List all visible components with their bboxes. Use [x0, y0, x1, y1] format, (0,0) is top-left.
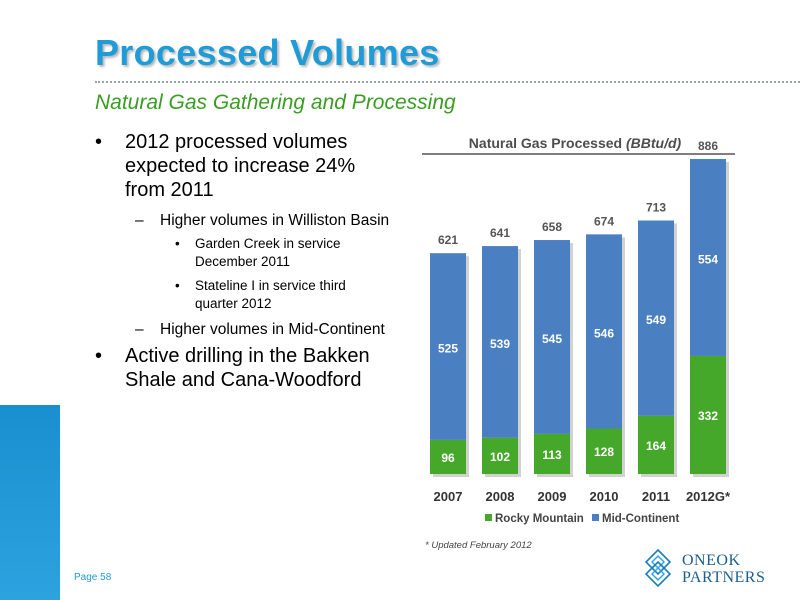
- chart-footnote: * Updated February 2012: [425, 540, 532, 551]
- data-label-rocky-mountain: 128: [594, 445, 614, 459]
- data-label-total: 621: [438, 233, 458, 247]
- page-subtitle: Natural Gas Gathering and Processing: [95, 91, 456, 114]
- chart-title: Natural Gas Processed (BBtu/d): [469, 135, 682, 151]
- data-label-mid-continent: 546: [594, 326, 614, 340]
- x-tick-label: 2007: [434, 489, 463, 504]
- bullet-text: Stateline I in service third: [195, 278, 346, 293]
- bar-mid-continent: [586, 234, 622, 429]
- data-label-mid-continent: 525: [438, 342, 458, 356]
- logo-wordmark: ONEOK PARTNERS: [682, 552, 765, 586]
- bar-rocky-mountain: [482, 437, 518, 474]
- bullet-marker: –: [135, 212, 144, 229]
- logo-line-2: PARTNERS: [682, 569, 766, 586]
- data-label-total: 713: [646, 200, 666, 214]
- data-label-total: 674: [594, 214, 614, 228]
- company-logo: ONEOK PARTNERS: [640, 548, 790, 588]
- data-label-rocky-mountain: 164: [646, 439, 666, 453]
- legend-label: Mid-Continent: [602, 513, 679, 525]
- bullet-text: from 2011: [125, 179, 214, 201]
- data-label-mid-continent: 545: [542, 332, 562, 346]
- bar-rocky-mountain: [690, 355, 726, 474]
- bullet-text: December 2011: [195, 254, 291, 269]
- bar-mid-continent: [690, 158, 726, 356]
- bullet-text: Active drilling in the Bakken: [125, 345, 370, 367]
- bullet-text: Higher volumes in Mid-Continent: [160, 321, 385, 338]
- bar-mid-continent: [534, 240, 570, 434]
- bullet-marker: •: [95, 131, 103, 153]
- bullet-text: quarter 2012: [195, 296, 272, 311]
- x-tick-label: 2011: [642, 489, 670, 504]
- data-label-mid-continent: 549: [646, 313, 666, 327]
- data-label-mid-continent: 554: [698, 252, 718, 266]
- bullet-marker: •: [175, 236, 180, 251]
- bar-mid-continent: [430, 253, 466, 440]
- stacked-bar-chart: Natural Gas Processed (BBtu/d) 96 525 621 20…: [422, 135, 735, 551]
- bar-mid-continent: [638, 220, 674, 416]
- bar-rocky-mountain: [430, 439, 466, 474]
- bar-mid-continent: [482, 246, 518, 438]
- x-tick-label: 2012G*: [686, 489, 731, 504]
- page-title: Processed Volumes: [95, 32, 440, 73]
- title-divider: [95, 81, 800, 83]
- sidebar-accent: [0, 405, 60, 600]
- legend-swatch: [592, 514, 599, 521]
- data-label-total: 658: [542, 220, 562, 234]
- data-label-rocky-mountain: 113: [542, 448, 562, 462]
- data-label-total: 886: [698, 139, 718, 153]
- x-tick-label: 2009: [538, 489, 567, 504]
- x-tick-label: 2008: [486, 489, 515, 504]
- legend-label: Rocky Mountain: [495, 513, 584, 525]
- chart-title-text: Natural Gas Processed: [469, 135, 626, 151]
- bar-rocky-mountain: [534, 433, 570, 474]
- data-label-total: 641: [490, 226, 510, 240]
- data-label-rocky-mountain: 102: [490, 450, 510, 464]
- x-tick-label: 2010: [590, 489, 619, 504]
- bullet-text: Higher volumes in Williston Basin: [160, 212, 390, 229]
- data-label-rocky-mountain: 96: [441, 451, 455, 465]
- bullet-text: expected to increase 24%: [125, 155, 356, 177]
- data-label-rocky-mountain: 332: [698, 409, 718, 423]
- bullet-text: Garden Creek in service: [195, 236, 341, 251]
- chart-title-unit: (BBtu/d): [626, 135, 682, 151]
- data-label-mid-continent: 539: [490, 337, 510, 351]
- bullet-marker: •: [175, 278, 180, 293]
- bullet-marker: –: [135, 321, 144, 338]
- bullet-marker: •: [95, 345, 103, 367]
- bullet-text: Shale and Cana-Woodford: [125, 369, 362, 391]
- bar-rocky-mountain: [586, 428, 622, 474]
- page-number: Page 58: [74, 572, 112, 583]
- logo-line-1: ONEOK: [682, 552, 741, 569]
- logo-mark-icon: [644, 548, 672, 588]
- legend-swatch: [485, 514, 492, 521]
- bullet-text: 2012 processed volumes: [125, 131, 348, 153]
- bar-rocky-mountain: [638, 415, 674, 474]
